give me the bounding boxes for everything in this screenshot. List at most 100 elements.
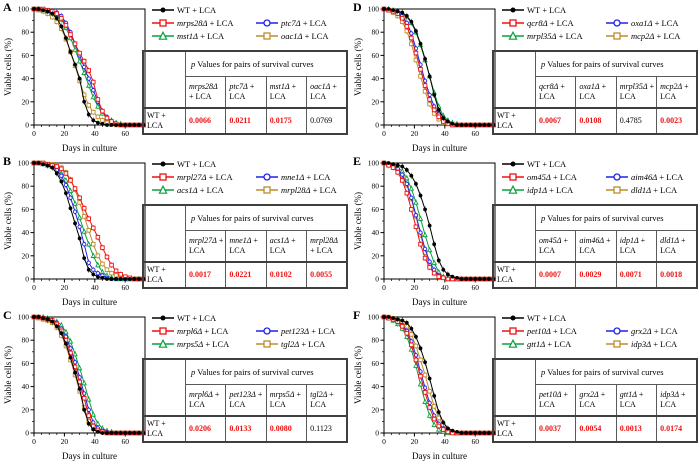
open-circle-marker-icon: [256, 327, 278, 335]
legend-label: dld1Δ + LCA: [631, 184, 678, 195]
svg-text:20: 20: [372, 251, 380, 260]
legend-item: mrps5Δ + LCA: [151, 339, 255, 349]
p-value-cell: 0.0066: [184, 107, 227, 135]
legend-label: qcr8Δ + LCA: [527, 17, 574, 28]
svg-text:80: 80: [22, 336, 30, 345]
legend-item-wt: WT + LCA: [151, 313, 255, 323]
legend-item: gtt1Δ + LCA: [501, 339, 605, 349]
legend-item: pet123Δ + LCA: [255, 326, 335, 336]
table-row-header: WT + LCA: [492, 107, 536, 135]
p-value-cell: 0.0175: [265, 107, 308, 135]
legend-row: WT + LCA: [151, 5, 329, 15]
svg-text:40: 40: [22, 74, 30, 83]
legend-label: mne1Δ + LCA: [281, 171, 331, 182]
table-header-row: pet10Δ + LCA grx2Δ + LCA gtt1Δ + LCA idp…: [493, 384, 698, 417]
svg-text:60: 60: [121, 437, 129, 446]
panel-d: D 0 20 40 60 0 20 40 60 80 100 Days in culture Viab…: [350, 0, 700, 154]
table-col-header: mst1Δ + LCA: [265, 76, 308, 109]
legend-label: mrps28Δ + LCA: [177, 17, 234, 28]
svg-text:60: 60: [22, 51, 30, 60]
open-square-marker-icon: [256, 340, 278, 348]
svg-text:40: 40: [441, 437, 449, 446]
legend-label: mrpl6Δ + LCA: [177, 325, 229, 336]
p-value-table: p Values for pairs of survival curves mr…: [142, 358, 348, 443]
table-col-header: mrpl35Δ + LCA: [615, 76, 658, 109]
svg-text:40: 40: [22, 228, 30, 237]
survival-chart: 0 20 40 60 0 20 40 60 80 100 Days in culture Viable…: [3, 156, 150, 312]
svg-text:60: 60: [372, 51, 380, 60]
open-triangle-marker-icon: [152, 31, 174, 40]
legend-item-wt: WT + LCA: [151, 5, 255, 15]
p-value-cell: 0.0071: [615, 261, 658, 289]
table-corner-cell: [492, 50, 536, 109]
svg-text:0: 0: [382, 129, 386, 138]
svg-text:20: 20: [411, 437, 419, 446]
legend-item: mst1Δ + LCA: [151, 31, 255, 41]
panel-c: C 0 20 40 60 0 20 40 60 80 100 Days in culture Viab…: [0, 308, 350, 462]
panel-letter: E: [353, 154, 362, 168]
legend-row: mrpl27Δ + LCA mne1Δ + LCA: [151, 172, 337, 182]
table-title: p Values for pairs of survival curves: [535, 204, 698, 231]
survival-chart: 0 20 40 60 0 20 40 60 80 100 Days in culture Viable…: [3, 310, 150, 462]
legend-item: mrpl35Δ + LCA: [501, 31, 605, 41]
chart-legend: WT + LCA pet10Δ + LCA grx2Δ + LCA: [501, 313, 678, 352]
svg-text:40: 40: [91, 283, 99, 292]
chart-legend: WT + LCA mrpl6Δ + LCA pet123Δ + LC: [151, 313, 335, 352]
table-title: p Values for pairs of survival curves: [185, 50, 348, 77]
open-circle-marker-icon: [606, 327, 628, 335]
filled-circle-marker-icon: [152, 161, 174, 167]
legend-item: idp1Δ + LCA: [501, 185, 605, 195]
svg-text:Viable cells (%): Viable cells (%): [4, 192, 13, 250]
svg-text:40: 40: [91, 437, 99, 446]
svg-text:40: 40: [441, 129, 449, 138]
open-triangle-marker-icon: [152, 185, 174, 194]
open-square-marker-icon: [152, 327, 174, 335]
table-row-header: WT + LCA: [142, 261, 186, 289]
legend-item: oxa1Δ + LCA: [605, 18, 679, 28]
legend-item: mrps28Δ + LCA: [151, 18, 255, 28]
open-circle-marker-icon: [256, 173, 278, 181]
svg-text:100: 100: [18, 313, 30, 322]
p-value-cell: 0.0017: [184, 261, 227, 289]
svg-text:0: 0: [25, 275, 29, 284]
open-circle-marker-icon: [606, 19, 628, 27]
legend-item: om45Δ + LCA: [501, 172, 605, 182]
legend-row: WT + LCA: [501, 159, 683, 169]
p-value-cell: 0.0221: [225, 261, 267, 289]
svg-text:100: 100: [18, 159, 30, 168]
table-col-header: oxa1Δ + LCA: [575, 76, 617, 109]
legend-row: mrps28Δ + LCA ptc7Δ + LCA: [151, 18, 329, 28]
legend-label: oac1Δ + LCA: [281, 30, 329, 41]
svg-text:60: 60: [22, 359, 30, 368]
table-col-header: dld1Δ + LCA: [656, 230, 698, 263]
table-header-row: mrpl6Δ + LCA pet123Δ + LCA mrps5Δ + LCA …: [143, 384, 348, 417]
chart-legend: WT + LCA mrpl27Δ + LCA mne1Δ + LCA: [151, 159, 337, 198]
svg-text:20: 20: [411, 129, 419, 138]
p-value-cell: 0.0769: [306, 107, 348, 135]
table-value-row: WT + LCA 0.0007 0.0029 0.0071 0.0018: [492, 261, 698, 289]
open-triangle-marker-icon: [502, 185, 524, 194]
svg-text:0: 0: [375, 429, 379, 438]
filled-circle-marker-icon: [152, 7, 174, 13]
svg-text:Viable cells (%): Viable cells (%): [4, 346, 13, 404]
open-square-marker-icon: [502, 19, 524, 27]
legend-row: om45Δ + LCA aim46Δ + LCA: [501, 172, 683, 182]
legend-row: WT + LCA: [501, 313, 678, 323]
panel-b: B 0 20 40 60 0 20 40 60 80 100 Days in culture Viab…: [0, 154, 350, 308]
svg-text:Days in culture: Days in culture: [412, 143, 467, 153]
panel-letter: A: [3, 0, 12, 14]
p-value-cell: 0.0013: [615, 415, 658, 443]
legend-row: idp1Δ + LCA dld1Δ + LCA: [501, 185, 683, 195]
legend-label: ptc7Δ + LCA: [281, 17, 327, 28]
p-value-cell: 0.0206: [184, 415, 227, 443]
legend-label: mcp2Δ + LCA: [631, 30, 681, 41]
table-col-header: acs1Δ + LCA: [265, 230, 308, 263]
open-square-marker-icon: [606, 32, 628, 40]
svg-text:80: 80: [22, 28, 30, 37]
table-col-header: oac1Δ + LCA: [306, 76, 348, 109]
open-square-marker-icon: [606, 186, 628, 194]
svg-text:20: 20: [61, 129, 69, 138]
table-col-header: idp1Δ + LCA: [615, 230, 658, 263]
open-square-marker-icon: [256, 32, 278, 40]
legend-item: mcp2Δ + LCA: [605, 31, 680, 41]
